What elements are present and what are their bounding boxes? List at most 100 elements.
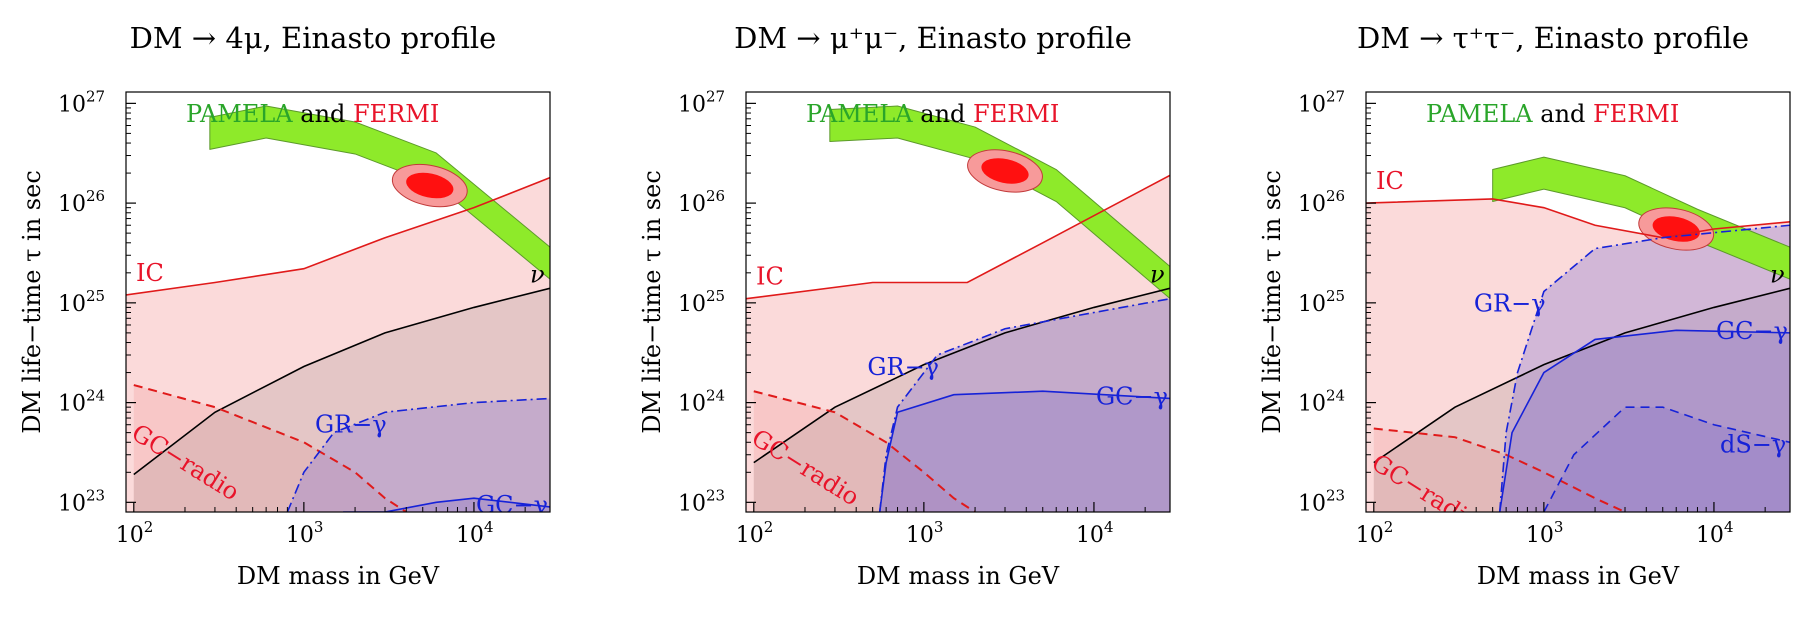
x-tick-label: 102	[1356, 518, 1394, 548]
y-tick-exp: 25	[86, 287, 105, 305]
ic-region	[1366, 198, 1790, 512]
plot-frame	[1365, 91, 1791, 513]
and-label: and	[1533, 100, 1593, 128]
y-tick-base: 10	[678, 292, 706, 317]
x-tick-exp: 4	[1724, 518, 1734, 536]
x-axis-label: DM mass in GeV	[1477, 562, 1680, 590]
y-tick-exp: 25	[706, 287, 725, 305]
y-tick-base: 10	[678, 491, 706, 516]
y-tick-label: 1025	[1298, 287, 1345, 317]
x-tick-exp: 2	[764, 518, 774, 536]
neutrino-label: ν	[530, 260, 545, 288]
ic-label: IC	[136, 259, 164, 287]
gr-gamma-line	[878, 297, 1170, 512]
y-tick-label: 1026	[58, 187, 105, 217]
pamela-band	[829, 105, 1170, 299]
y-tick-exp: 26	[86, 187, 105, 205]
x-tick-exp: 4	[1104, 518, 1114, 536]
neutrino-region	[133, 288, 550, 512]
ds-gamma-region	[1543, 407, 1790, 512]
x-tick-label: 104	[456, 518, 494, 548]
chart-title: DM → τ⁺τ⁻, Einasto profile	[1357, 21, 1749, 55]
gc-gamma-label: GC−γ	[1716, 317, 1788, 345]
y-tick-base: 10	[1298, 392, 1326, 417]
x-tick-exp: 2	[144, 518, 154, 536]
y-tick-exp: 25	[1326, 287, 1345, 305]
gc-gamma-line	[1498, 329, 1790, 512]
y-tick-base: 10	[58, 292, 86, 317]
fermi-label: FERMI	[1593, 100, 1679, 128]
pamela-label: PAMELA	[806, 100, 913, 128]
gc-gamma-line	[878, 390, 1170, 512]
pamela-fermi-header: PAMELA and FERMI	[806, 100, 1059, 128]
y-tick-label: 1024	[58, 387, 105, 417]
neutrino-label: ν	[1150, 260, 1165, 288]
chart-title: DM → μ⁺μ⁻, Einasto profile	[734, 21, 1132, 55]
y-tick-base: 10	[1298, 192, 1326, 217]
x-axis-label: DM mass in GeV	[857, 562, 1060, 590]
ic-line	[126, 176, 550, 296]
ic-line	[1366, 198, 1790, 239]
gr-gamma-line	[1498, 224, 1790, 512]
x-tick-label: 103	[1526, 518, 1564, 548]
y-tick-label: 1023	[1298, 486, 1345, 516]
x-tick-base: 10	[286, 523, 314, 548]
y-tick-base: 10	[678, 192, 706, 217]
y-tick-exp: 23	[706, 486, 725, 504]
ic-line	[746, 174, 1170, 300]
x-tick-exp: 3	[1554, 518, 1564, 536]
x-tick-label: 103	[286, 518, 324, 548]
fermi-label: FERMI	[353, 100, 439, 128]
x-tick-exp: 3	[934, 518, 944, 536]
y-tick-base: 10	[58, 392, 86, 417]
gr-gamma-label: GR−γ	[1474, 289, 1546, 317]
x-axis-label: DM mass in GeV	[237, 562, 440, 590]
pamela-fermi-header: PAMELA and FERMI	[1426, 100, 1679, 128]
y-tick-base: 10	[678, 392, 706, 417]
y-axis-label: DM life−time τ in sec	[638, 170, 666, 434]
y-tick-base: 10	[1298, 292, 1326, 317]
pamela-label: PAMELA	[1426, 100, 1533, 128]
y-tick-base: 10	[58, 92, 86, 117]
gr-gamma-region	[287, 398, 550, 512]
chart-title: DM → 4μ, Einasto profile	[130, 21, 497, 55]
gc-radio-line	[753, 390, 976, 512]
y-tick-label: 1026	[678, 187, 725, 217]
neutrino-region	[753, 288, 1170, 512]
neutrino-line	[753, 287, 1170, 464]
y-tick-label: 1024	[678, 387, 725, 417]
gc-radio-region	[753, 391, 976, 512]
y-tick-base: 10	[58, 192, 86, 217]
gr-gamma-label: GR−γ	[867, 353, 939, 381]
plot-frame	[745, 91, 1171, 513]
gr-gamma-label: GR−γ	[315, 410, 387, 438]
y-tick-exp: 23	[86, 486, 105, 504]
y-tick-exp: 27	[86, 87, 105, 105]
x-tick-exp: 2	[1384, 518, 1394, 536]
x-tick-base: 10	[736, 523, 764, 548]
x-tick-base: 10	[906, 523, 934, 548]
neutrino-label: ν	[1770, 260, 1785, 288]
gr-gamma-region	[1499, 225, 1790, 512]
gc-gamma-label: GC−γ	[1096, 382, 1168, 410]
gc-gamma-label: GC−γ	[476, 491, 548, 519]
x-tick-base: 10	[456, 523, 484, 548]
plot-frame	[125, 91, 551, 513]
pamela-band	[1492, 156, 1790, 280]
ic-label: IC	[756, 263, 784, 291]
gc-gamma-line	[343, 497, 550, 512]
neutrino-region	[1373, 288, 1790, 512]
gc-radio-line	[1373, 427, 1626, 512]
ds-gamma-line	[1543, 406, 1790, 512]
ic-region	[126, 177, 550, 512]
y-tick-exp: 26	[706, 187, 725, 205]
y-tick-label: 1023	[58, 486, 105, 516]
neutrino-line	[1373, 287, 1790, 464]
y-tick-base: 10	[58, 491, 86, 516]
fermi-region-inner	[406, 172, 454, 199]
y-tick-exp: 24	[706, 387, 725, 405]
y-tick-base: 10	[1298, 491, 1326, 516]
